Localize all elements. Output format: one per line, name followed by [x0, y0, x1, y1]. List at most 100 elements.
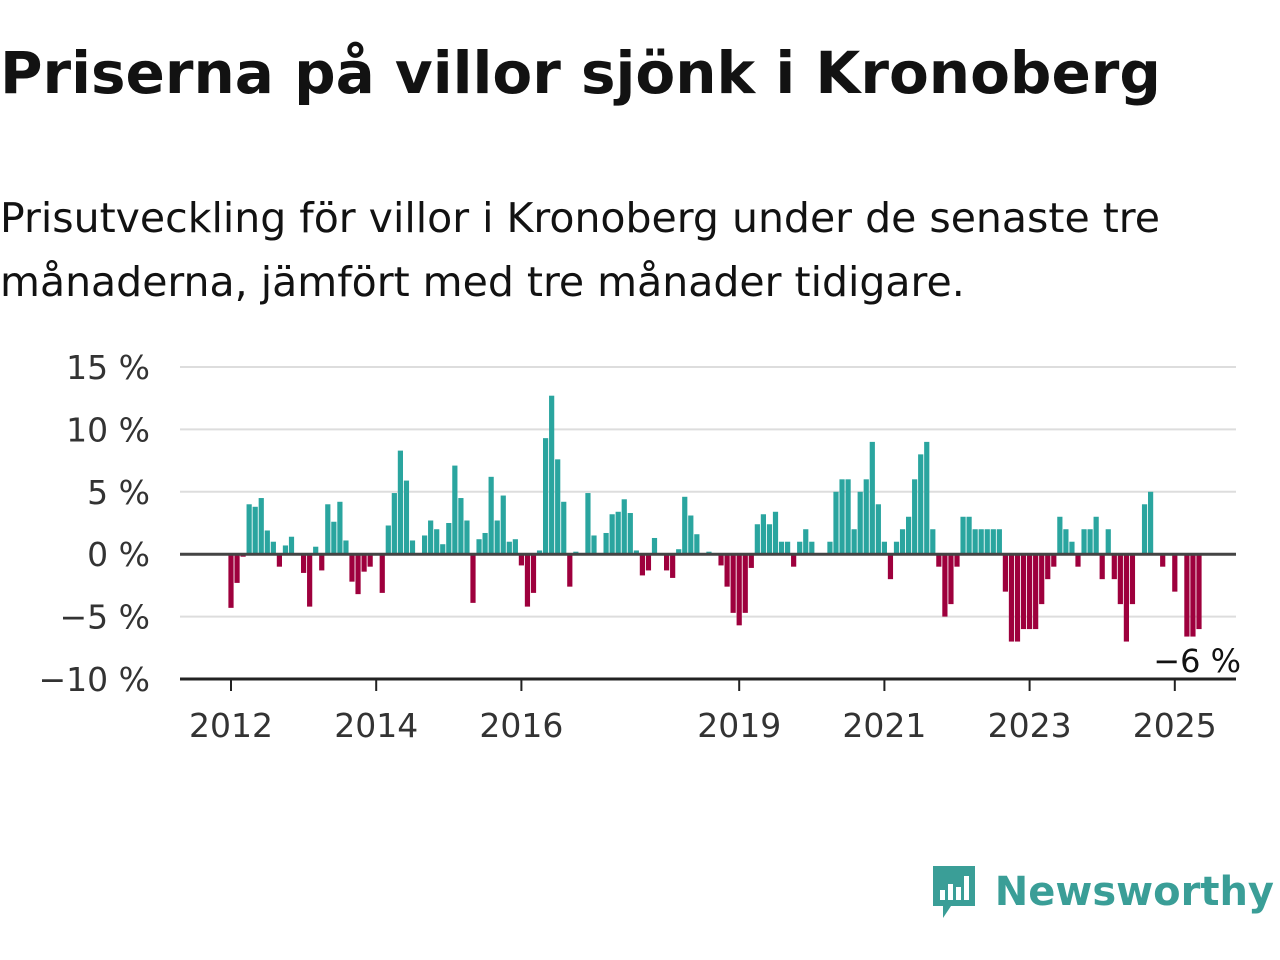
bar [506, 541, 512, 555]
bar [246, 504, 252, 555]
bar [772, 511, 779, 555]
bar [409, 540, 416, 555]
newsworthy-bar-chart-icon [932, 866, 975, 918]
bar [1081, 529, 1087, 555]
chart-title: Priserna på villor sjönk i Kronoberg [0, 39, 1161, 107]
bar [1105, 529, 1111, 555]
bar [1033, 554, 1039, 630]
bar [1014, 554, 1021, 642]
bar [1063, 529, 1069, 555]
bar [476, 539, 482, 555]
bar [1002, 554, 1008, 592]
bar [343, 540, 349, 555]
bar [1087, 529, 1093, 555]
bar [1184, 554, 1190, 637]
bar [912, 479, 918, 555]
bar [1039, 554, 1045, 605]
bar [228, 554, 234, 608]
bar [845, 479, 851, 555]
bar [549, 395, 555, 555]
bar [694, 534, 700, 555]
bar [609, 514, 615, 555]
bar [349, 554, 355, 582]
bar [452, 465, 458, 555]
bar [906, 516, 912, 555]
bar [730, 554, 736, 613]
x-tick-label: 2012 [189, 706, 273, 745]
bar [313, 546, 319, 555]
bar [966, 516, 972, 555]
bar [440, 544, 446, 555]
bar [428, 520, 434, 555]
bar [645, 554, 652, 571]
bar [603, 532, 609, 555]
bar [1008, 554, 1015, 642]
x-tick-label: 2014 [334, 706, 418, 745]
bar [1196, 554, 1202, 630]
bar [1045, 554, 1051, 580]
bar [972, 529, 978, 555]
x-tick-label: 2019 [697, 706, 781, 745]
bar [791, 554, 797, 567]
bar [252, 506, 258, 555]
x-tick-label: 2025 [1133, 706, 1217, 745]
bar [1020, 554, 1027, 630]
bar [1148, 491, 1154, 555]
bar [355, 554, 361, 595]
bar [276, 554, 282, 567]
bar [639, 554, 645, 576]
bar [524, 554, 531, 607]
bar [288, 536, 295, 555]
y-tick-label: −10 % [39, 660, 151, 699]
bar [778, 541, 785, 555]
bar [1172, 554, 1178, 592]
bar [875, 504, 881, 555]
bar [591, 535, 597, 555]
bar [936, 554, 942, 567]
bar [803, 529, 809, 555]
bar [960, 516, 966, 555]
x-tick-label: 2023 [988, 706, 1072, 745]
bar [403, 480, 410, 555]
bar [887, 554, 894, 580]
bar [307, 554, 313, 607]
bar [651, 537, 658, 555]
bar [724, 554, 730, 587]
bar [742, 554, 748, 613]
bar [391, 493, 397, 555]
y-tick-label: 15 % [66, 348, 150, 387]
x-tick-label: 2016 [479, 706, 563, 745]
bar [264, 530, 270, 555]
axes: 15 % 10 % 5 % 0 % −5 % −10 % 2012 2014 2016 2019 2… [39, 348, 1236, 745]
bar [512, 539, 518, 555]
bar [561, 501, 567, 555]
bar [954, 554, 960, 567]
bar [918, 454, 924, 555]
bar [718, 554, 724, 566]
bar [851, 529, 857, 555]
bar [282, 545, 289, 555]
x-tick-label: 2021 [842, 706, 926, 745]
bar [736, 554, 742, 626]
bar [361, 554, 367, 572]
bar [1027, 554, 1033, 630]
y-tick-label: 0 % [87, 535, 150, 574]
bar [760, 514, 766, 555]
bar [530, 554, 537, 593]
bar [1069, 541, 1075, 555]
bar [258, 498, 264, 555]
bar [948, 554, 954, 605]
bar [1190, 554, 1196, 637]
bar [379, 554, 385, 593]
bar [518, 554, 524, 566]
bar [978, 529, 984, 555]
bar [567, 554, 573, 587]
bar [664, 554, 670, 571]
bar [676, 549, 682, 555]
bar [1075, 554, 1081, 567]
bar [682, 496, 688, 555]
bar [827, 541, 833, 555]
bar [458, 498, 464, 555]
bar [536, 550, 543, 555]
bar [488, 476, 494, 555]
